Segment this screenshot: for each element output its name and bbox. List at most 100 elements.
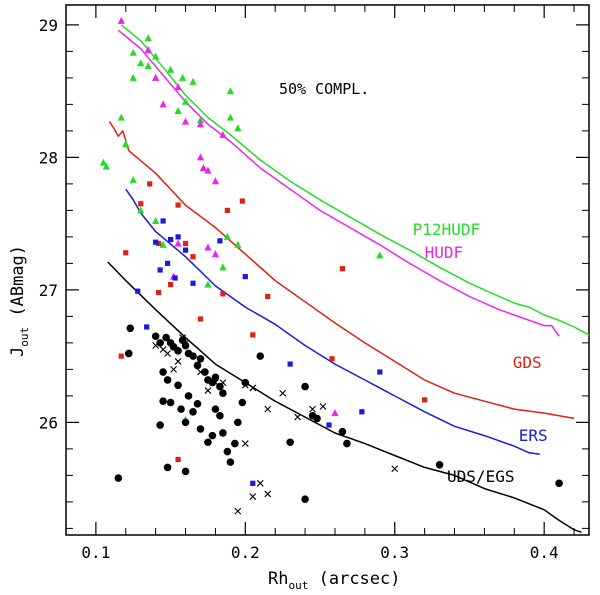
y-tick-label: 27 — [39, 281, 58, 300]
point-triangle — [226, 113, 234, 121]
point-triangle — [152, 73, 160, 81]
point-circle — [126, 324, 135, 333]
point-cross — [174, 358, 182, 365]
point-circle — [338, 427, 347, 436]
point-circle — [174, 347, 182, 355]
point-triangle — [234, 124, 242, 132]
point-cross — [256, 479, 264, 487]
point-square — [175, 234, 181, 240]
point-triangle — [99, 158, 107, 166]
curve-p12hudf — [120, 24, 590, 336]
point-circle — [166, 398, 175, 407]
point-square — [175, 456, 181, 463]
point-circle — [159, 368, 167, 376]
point-square — [242, 274, 248, 280]
point-triangle — [204, 280, 212, 288]
point-square — [182, 240, 189, 247]
point-circle — [211, 373, 220, 382]
point-cross — [319, 403, 327, 410]
point-cross — [219, 379, 227, 387]
x-label-sub: out — [288, 579, 308, 592]
point-cross — [204, 387, 212, 394]
point-circle — [208, 431, 217, 440]
point-cross — [170, 365, 177, 373]
point-triangle — [144, 61, 152, 69]
point-triangle — [196, 153, 205, 161]
point-square — [250, 332, 256, 338]
point-square — [197, 316, 204, 322]
point-circle — [193, 361, 202, 370]
point-square — [144, 324, 150, 330]
point-circle — [151, 332, 160, 341]
point-cross — [279, 389, 287, 397]
point-circle — [204, 438, 212, 447]
point-circle — [313, 414, 321, 423]
point-triangle — [181, 117, 190, 125]
point-circle — [177, 405, 185, 413]
point-square — [157, 267, 163, 273]
point-square — [182, 247, 189, 253]
curve-gds — [108, 121, 575, 420]
y-label-sub: out — [18, 327, 31, 347]
point-triangle — [178, 73, 187, 81]
point-circle — [181, 418, 190, 427]
point-circle — [156, 421, 164, 429]
point-triangle — [181, 97, 190, 105]
point-square — [123, 250, 129, 256]
point-square — [172, 275, 178, 281]
point-triangle — [204, 243, 212, 251]
x-label-unit: (arcsec) — [319, 569, 401, 589]
point-circle — [435, 460, 444, 469]
point-square — [156, 289, 162, 296]
curve-labels: P12HUDF HUDF GDS ERS UDS/EGS — [413, 220, 548, 486]
y-tick-label: 26 — [39, 413, 58, 432]
point-circle — [196, 425, 205, 433]
point-circle — [114, 474, 123, 482]
point-triangle — [234, 240, 242, 248]
point-circle — [226, 458, 235, 466]
point-triangle — [219, 263, 227, 271]
point-triangle — [122, 140, 130, 148]
y-tick-label: 29 — [39, 16, 58, 35]
point-circle — [196, 354, 205, 363]
point-square — [217, 238, 223, 244]
point-square — [377, 369, 383, 375]
point-circle — [163, 376, 172, 384]
point-triangle — [117, 113, 125, 121]
point-square — [190, 254, 196, 260]
point-square — [220, 291, 226, 297]
point-cross — [197, 368, 204, 376]
completeness-curves — [107, 24, 590, 534]
point-circle — [301, 495, 309, 504]
point-cross — [179, 334, 186, 341]
x-tick-label: 0.3 — [380, 543, 409, 562]
point-triangle — [137, 59, 145, 67]
curve-label-uds-egs: UDS/EGS — [447, 467, 514, 486]
point-square — [190, 280, 196, 286]
point-cross — [234, 507, 242, 515]
x-label-main: Rh — [268, 569, 288, 589]
point-cross — [309, 405, 316, 413]
point-square — [239, 198, 245, 204]
point-triangle — [199, 163, 208, 171]
curve-label-gds: GDS — [513, 353, 542, 372]
point-triangle — [102, 162, 110, 170]
plot-frame — [65, 4, 590, 536]
point-circle — [159, 397, 167, 405]
point-circle — [162, 333, 170, 342]
point-circle — [124, 349, 133, 358]
point-square — [359, 409, 365, 415]
point-square — [153, 239, 159, 245]
point-circle — [193, 400, 202, 408]
point-triangle — [219, 130, 227, 138]
point-square — [168, 236, 174, 243]
curve-ers — [125, 188, 540, 455]
point-triangle — [211, 250, 220, 258]
point-circle — [256, 352, 265, 360]
point-triangle — [174, 107, 182, 114]
point-triangle — [144, 34, 152, 42]
point-circle — [231, 439, 239, 448]
series-uds-egs-dots — [114, 324, 563, 504]
series-ers-sources — [135, 218, 383, 486]
